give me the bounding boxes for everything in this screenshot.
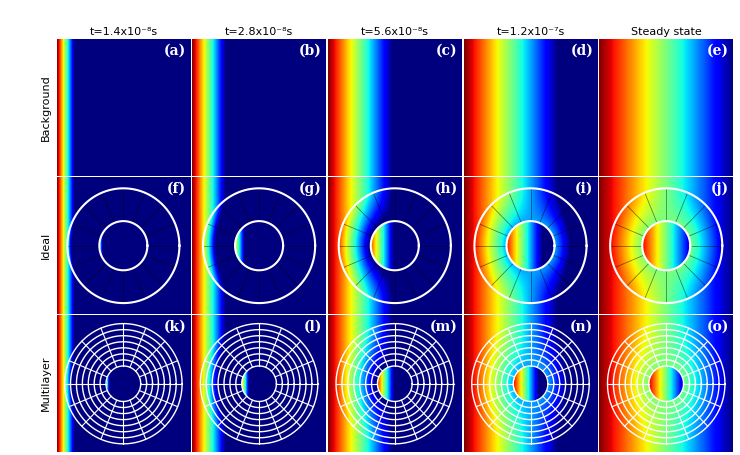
Text: (o): (o) <box>707 319 729 334</box>
Text: (e): (e) <box>707 44 729 57</box>
Text: Background: Background <box>41 74 50 141</box>
Text: (j): (j) <box>711 182 729 196</box>
Text: Ideal: Ideal <box>41 232 50 259</box>
Text: Multilayer: Multilayer <box>41 356 50 411</box>
Text: (c): (c) <box>436 44 457 57</box>
Text: (l): (l) <box>303 319 322 334</box>
Text: (n): (n) <box>570 319 593 334</box>
Text: (d): (d) <box>571 44 593 57</box>
Text: (g): (g) <box>299 182 322 196</box>
Text: (k): (k) <box>164 319 186 334</box>
Text: Steady state: Steady state <box>630 27 702 37</box>
Text: t=5.6x10⁻⁸s: t=5.6x10⁻⁸s <box>361 27 428 37</box>
Text: t=1.4x10⁻⁸s: t=1.4x10⁻⁸s <box>90 27 158 37</box>
Text: (f): (f) <box>167 182 186 196</box>
Text: t=1.2x10⁻⁷s: t=1.2x10⁻⁷s <box>497 27 565 37</box>
Text: t=2.8x10⁻⁸s: t=2.8x10⁻⁸s <box>225 27 293 37</box>
Text: (a): (a) <box>164 44 186 57</box>
Text: (i): (i) <box>575 182 593 196</box>
Text: (b): (b) <box>299 44 322 57</box>
Text: (h): (h) <box>434 182 457 196</box>
Text: (m): (m) <box>430 319 457 334</box>
